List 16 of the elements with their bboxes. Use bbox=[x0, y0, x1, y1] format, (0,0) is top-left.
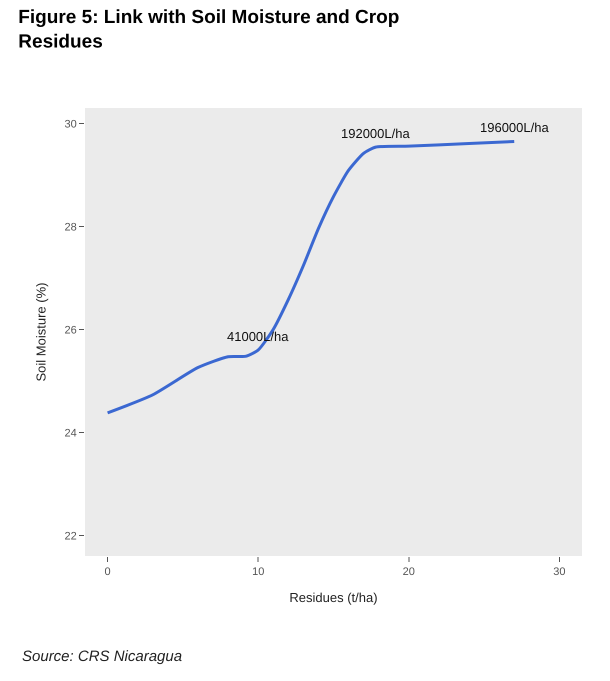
x-axis-title: Residues (t/ha) bbox=[289, 590, 378, 605]
y-tick-label: 28 bbox=[64, 221, 77, 234]
x-tick-label: 20 bbox=[402, 566, 415, 578]
y-tick-label: 26 bbox=[64, 324, 77, 336]
annotation: 192000L/ha bbox=[341, 126, 410, 141]
source-note: Source: CRS Nicaragua bbox=[22, 648, 182, 665]
y-tick-label: 22 bbox=[64, 530, 77, 542]
annotation: 196000L/ha bbox=[480, 120, 550, 135]
y-tick-label: 24 bbox=[64, 427, 77, 440]
y-axis-title: Soil Moisture (%) bbox=[34, 282, 48, 382]
chart-title: Figure 5: Link with Soil Moisture and Crop Residues bbox=[18, 6, 400, 52]
line-series bbox=[106, 140, 516, 414]
y-tick-label: 30 bbox=[64, 118, 77, 130]
x-tick-label: 0 bbox=[104, 566, 111, 578]
x-tick-label: 10 bbox=[252, 566, 264, 578]
x-tick-label: 30 bbox=[553, 566, 566, 578]
